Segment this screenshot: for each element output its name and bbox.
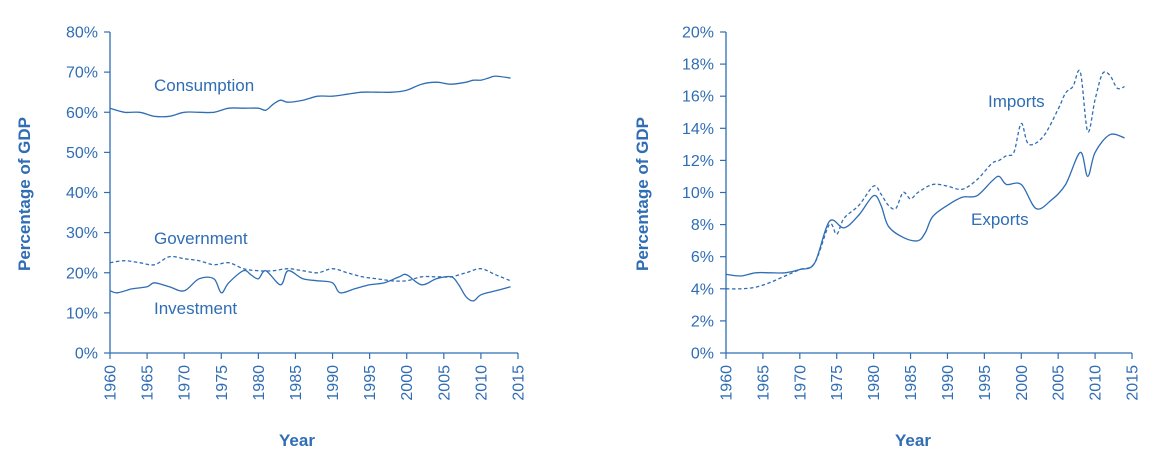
investment-series-line: [109, 269, 511, 302]
imports-annotation: Imports: [988, 92, 1045, 111]
left-y-tick-label: 20%: [66, 265, 98, 282]
left-x-tick-label: 1980: [251, 365, 268, 401]
left-chart: Percentage of GDP Year Consumption Gover…: [15, 25, 528, 451]
right-y-tick-label: 10%: [682, 185, 714, 202]
exports-series-line: [725, 133, 1125, 277]
left-x-tick-label: 1985: [288, 365, 305, 401]
right-x-tick-label: 2015: [1125, 365, 1142, 401]
left-y-tick-label: 50%: [66, 145, 98, 162]
right-x-tick-label: 1965: [755, 365, 772, 401]
left-y-tick-label: 40%: [66, 185, 98, 202]
left-y-tick-label: 80%: [66, 25, 98, 42]
right-x-tick-label: 1970: [792, 365, 809, 401]
right-y-tick-label: 0%: [691, 346, 714, 363]
exports-annotation: Exports: [971, 210, 1029, 229]
left-x-tick-label: 2005: [436, 365, 453, 401]
left-x-axis-label: Year: [279, 431, 315, 450]
left-y-tick-label: 70%: [66, 65, 98, 82]
right-y-tick-label: 12%: [682, 153, 714, 170]
right-y-tick-label: 6%: [691, 249, 714, 266]
investment-annotation: Investment: [154, 299, 237, 318]
right-x-tick-label: 2005: [1051, 365, 1068, 401]
right-x-tick-label: 1995: [977, 365, 994, 401]
right-y-tick-label: 2%: [691, 313, 714, 330]
left-x-tick-label: 1995: [362, 365, 379, 401]
right-y-tick-label: 14%: [682, 121, 714, 138]
government-series-line: [109, 255, 511, 282]
left-x-tick-label: 2015: [511, 365, 528, 401]
consumption-series-line: [109, 75, 511, 118]
left-x-tick-label: 2010: [473, 365, 490, 401]
right-x-tick-label: 1990: [940, 365, 957, 401]
right-y-tick-label: 18%: [682, 57, 714, 74]
right-x-tick-label: 1985: [903, 365, 920, 401]
right-y-axis-label: Percentage of GDP: [633, 117, 652, 271]
right-chart: Percentage of GDP Year Imports Exports 0…: [633, 25, 1142, 451]
left-y-tick-label: 60%: [66, 105, 98, 122]
right-x-axis-label: Year: [895, 431, 931, 450]
right-x-tick-label: 1975: [829, 365, 846, 401]
imports-series-line: [725, 69, 1125, 290]
right-x-tick-label: 2000: [1014, 365, 1031, 401]
right-x-tick-label: 1980: [866, 365, 883, 401]
right-y-tick-label: 4%: [691, 281, 714, 298]
left-x-tick-label: 1975: [214, 365, 231, 401]
left-x-tick-label: 1970: [177, 365, 194, 401]
government-annotation: Government: [154, 229, 248, 248]
right-y-tick-label: 16%: [682, 89, 714, 106]
left-y-tick-label: 30%: [66, 225, 98, 242]
left-y-tick-label: 0%: [75, 346, 98, 363]
consumption-annotation: Consumption: [154, 76, 254, 95]
left-y-axis-label: Percentage of GDP: [15, 117, 34, 271]
right-x-tick-label: 1960: [719, 365, 736, 401]
left-x-tick-label: 1990: [325, 365, 342, 401]
right-y-tick-label: 8%: [691, 217, 714, 234]
left-x-tick-label: 1960: [103, 365, 120, 401]
left-y-tick-label: 10%: [66, 305, 98, 322]
left-x-tick-label: 1965: [140, 365, 157, 401]
left-x-tick-label: 2000: [399, 365, 416, 401]
right-x-tick-label: 2010: [1088, 365, 1105, 401]
right-y-tick-label: 20%: [682, 25, 714, 42]
